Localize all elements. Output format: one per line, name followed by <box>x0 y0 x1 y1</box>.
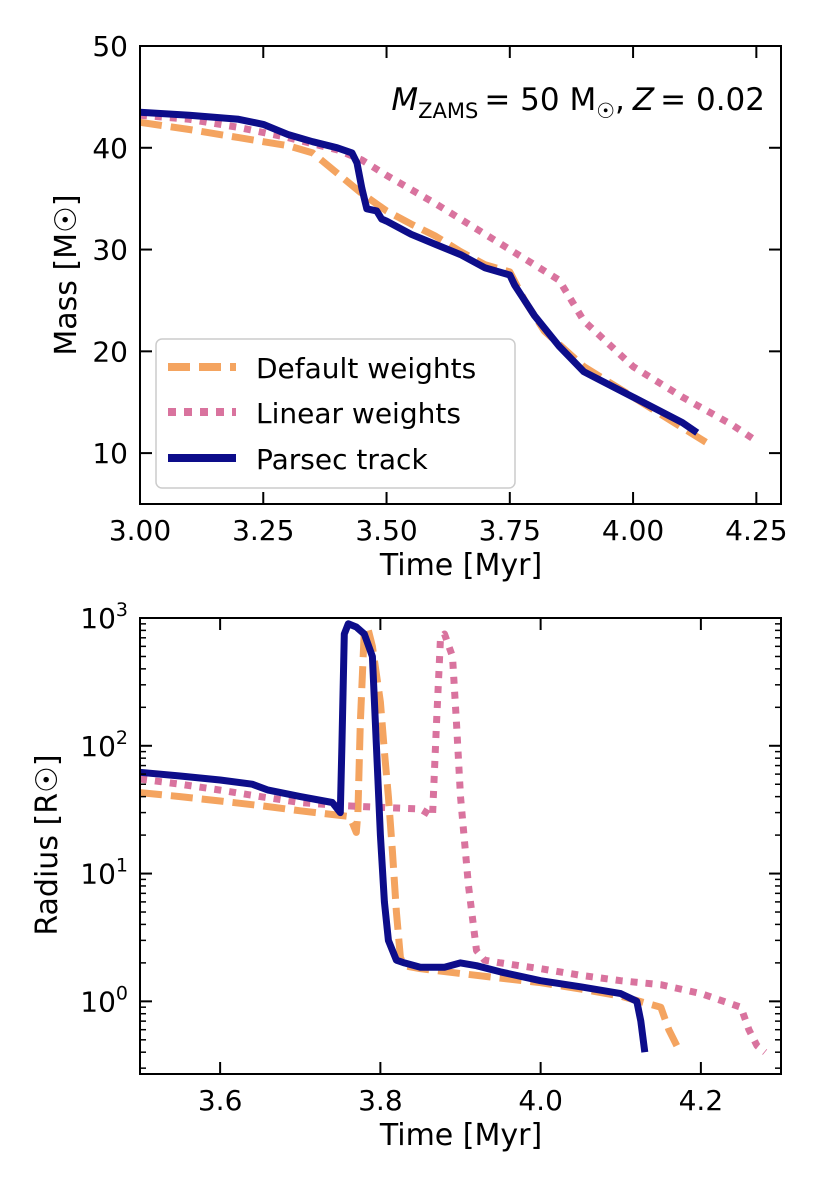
mass-series-parsec-track <box>139 108 700 436</box>
radius-y-tick-label: 101 <box>80 855 128 891</box>
mass-x-axis-label: Time [Myr] <box>379 548 542 583</box>
legend-label-default-weights: Default weights <box>256 352 476 385</box>
radius-y-tick-label: 102 <box>80 727 128 763</box>
radius-series-parsec-track <box>139 620 649 1053</box>
radius-x-tick-label: 3.8 <box>358 1084 403 1117</box>
mass-y-tick-label: 30 <box>92 234 128 267</box>
mass-x-tick-label: 4.25 <box>725 514 787 547</box>
legend: Default weights Linear weights Parsec tr… <box>155 338 516 489</box>
mass-x-tick-label: 3.00 <box>109 514 171 547</box>
radius-y-tick-label: 100 <box>80 982 128 1018</box>
mass-y-tick-label: 20 <box>92 335 128 368</box>
mass-x-tick-label: 3.75 <box>479 514 541 547</box>
mass-series-group <box>139 108 759 446</box>
mass-x-tick-label: 3.25 <box>232 514 294 547</box>
mass-y-tick-label: 40 <box>92 132 128 165</box>
radius-series-linear-weights <box>139 630 768 1055</box>
legend-box <box>155 338 516 489</box>
radius-y-axis-label: Radius [R☉] <box>30 754 65 935</box>
mass-axis-ticks: 3.00 3.25 3.50 3.75 4.00 4.25 10 20 30 40 50 <box>92 30 787 547</box>
radius-series-group <box>139 620 768 1055</box>
mass-series-linear-weights <box>139 111 759 444</box>
legend-label-linear-weights: Linear weights <box>256 397 461 430</box>
radius-panel: 3.6 3.8 4.0 4.2 100 101 102 103 Time [Myr] Radi… <box>30 599 782 1153</box>
mass-series-default-weights <box>139 118 709 446</box>
radius-series-default-weights <box>139 626 680 1048</box>
radius-y-tick-label: 103 <box>80 599 128 635</box>
legend-label-parsec-track: Parsec track <box>256 443 428 476</box>
mass-y-tick-label: 50 <box>92 30 128 63</box>
mass-axes-frame <box>139 45 782 505</box>
mass-x-tick-label: 3.50 <box>355 514 417 547</box>
mass-x-tick-label: 4.00 <box>602 514 664 547</box>
mass-panel: 3.00 3.25 3.50 3.75 4.00 4.25 10 20 30 40 50 MZAMS… <box>49 30 788 583</box>
radius-x-tick-label: 4.0 <box>518 1084 563 1117</box>
mass-annotation: MZAMS = 50 M☉, Z = 0.02 <box>391 82 765 123</box>
radius-axes-frame <box>139 617 782 1075</box>
radius-x-axis-label: Time [Myr] <box>379 1118 542 1153</box>
mass-y-tick-label: 10 <box>92 437 128 470</box>
mass-y-axis-label: Mass [M☉] <box>49 194 84 355</box>
radius-x-tick-label: 4.2 <box>679 1084 724 1117</box>
radius-x-tick-label: 3.6 <box>198 1084 243 1117</box>
